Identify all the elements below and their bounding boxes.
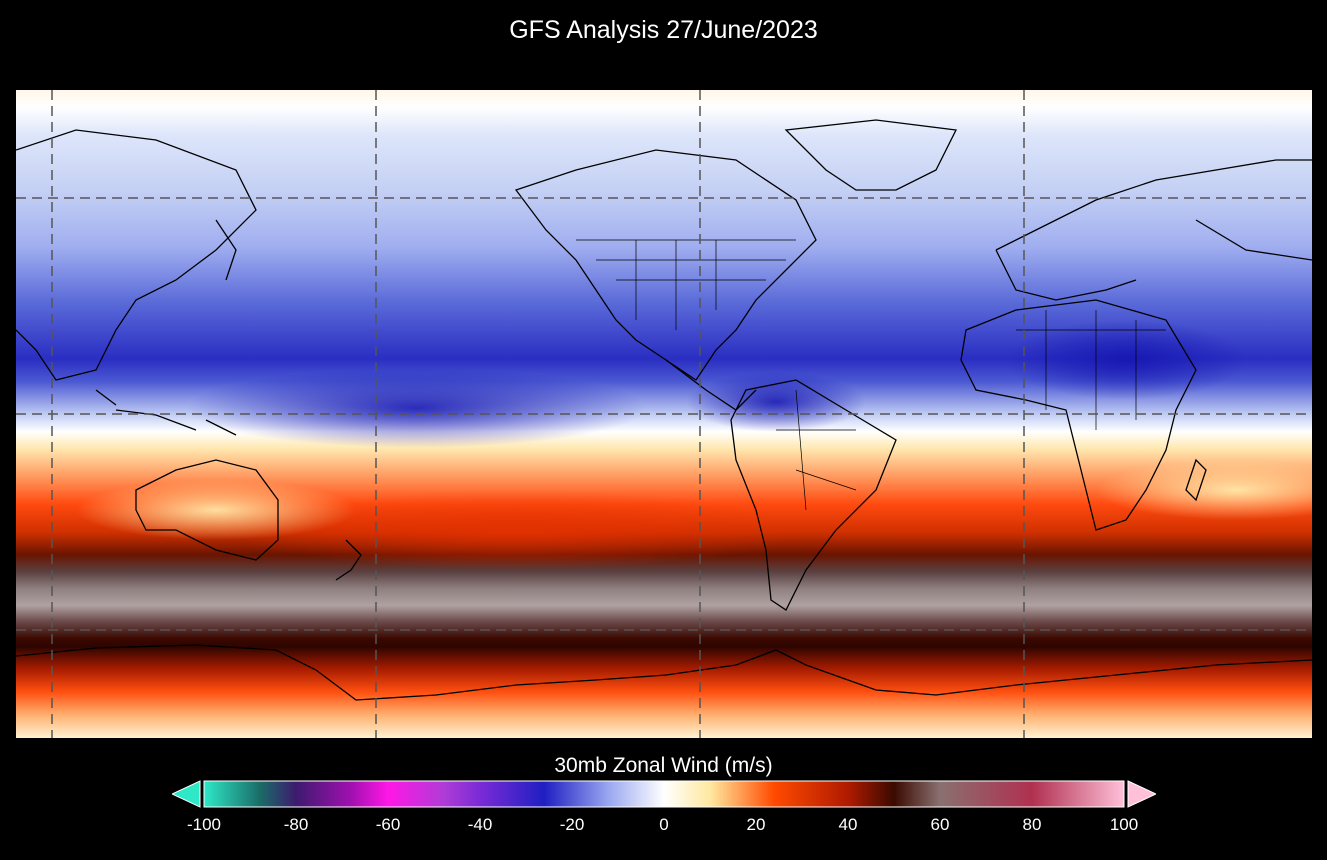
easterly-core-africa [1006, 320, 1246, 400]
colorbar [172, 780, 1156, 808]
colorbar-tick-label: 40 [838, 815, 858, 834]
colorbar-tick-label: -20 [559, 815, 585, 834]
colorbar-tick-label: -40 [467, 815, 493, 834]
colorbar-tick-label: -80 [283, 815, 309, 834]
africa-outline [960, 299, 1197, 531]
colorbar-tick-label: 100 [1109, 815, 1139, 834]
africa-borders [1016, 310, 1166, 430]
madagascar-outline [1185, 458, 1207, 502]
greenland-outline [784, 119, 957, 191]
weak-wind-indian [1096, 460, 1312, 520]
colorbar-min-arrow [172, 780, 201, 808]
wind-map [16, 90, 1312, 738]
weak-wind-australia [76, 480, 356, 540]
europe-outline [995, 159, 1312, 301]
australia-outline [135, 459, 279, 561]
colorbar-tick-label: -100 [186, 815, 222, 834]
page-title: GFS Analysis 27/June/2023 [509, 16, 818, 44]
easterly-core-east [686, 372, 866, 432]
colorbar-tick-label: 0 [659, 815, 669, 834]
north-america-outline [514, 149, 817, 381]
easterly-jet-core [186, 368, 646, 448]
country-borders [576, 239, 1166, 511]
asia-west-outline [1195, 219, 1312, 261]
colorbar-max-arrow [1127, 780, 1156, 808]
lower-wind-field [16, 646, 1312, 738]
south-america-outline [730, 379, 897, 611]
colorbar-tick-label: 60 [930, 815, 950, 834]
new-zealand-outline [335, 539, 362, 581]
asia-outline [16, 129, 257, 381]
colorbar-tick-label: 80 [1022, 815, 1042, 834]
graticule [16, 90, 1312, 738]
colorbar-title: 30mb Zonal Wind (m/s) [554, 754, 773, 777]
colorbar-tick-label: -60 [375, 815, 401, 834]
japan-outline [215, 219, 237, 281]
south-america-borders [776, 389, 857, 511]
indonesia-outline [95, 389, 237, 436]
antarctica-outline [16, 644, 1312, 701]
central-america-outline [665, 359, 757, 411]
wind-field-svg [16, 90, 1312, 738]
colorbar-tick-label: 20 [746, 815, 766, 834]
colorbar-gradient [203, 780, 1125, 808]
us-state-borders [576, 239, 796, 330]
coastlines [16, 119, 1312, 701]
